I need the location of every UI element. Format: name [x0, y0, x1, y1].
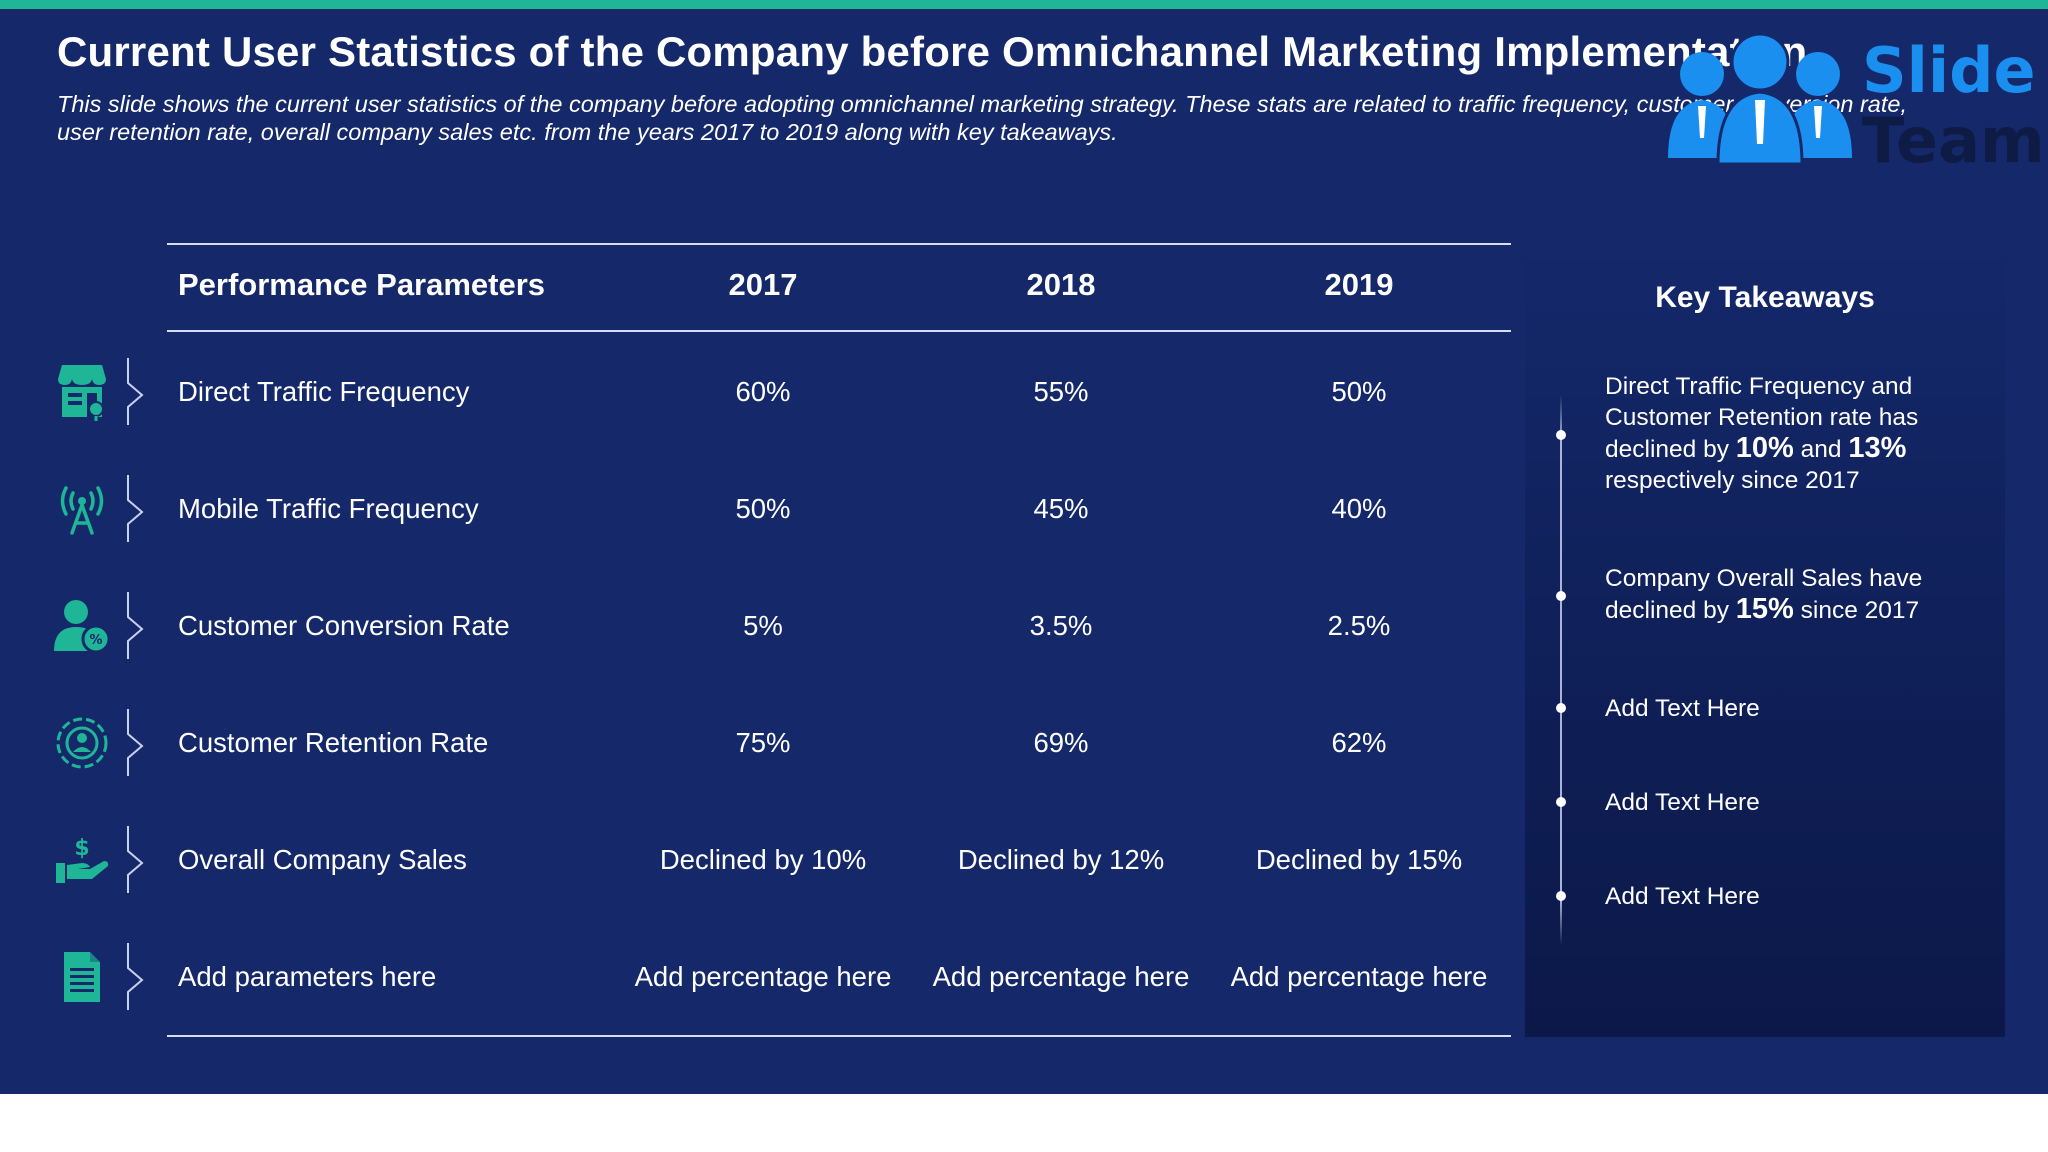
retention-cycle-icon — [52, 684, 112, 801]
timeline-dot — [1556, 703, 1566, 713]
chevron-right-icon — [127, 475, 144, 542]
takeaway-highlight: 10% — [1735, 432, 1794, 464]
logo-text-slide: Slide — [1862, 34, 2036, 107]
row-value-2017: Declined by 10% — [659, 843, 867, 875]
timeline-dot — [1556, 891, 1566, 901]
key-takeaways-title: Key Takeaways — [1655, 281, 1875, 314]
takeaway-text: and — [1793, 436, 1849, 463]
row-value-2017: 75% — [735, 726, 791, 758]
row-value-2018: 45% — [1033, 492, 1089, 524]
row-value-2017: Add percentage here — [634, 960, 892, 992]
antenna-signal-icon — [52, 450, 112, 567]
row-label: Customer Conversion Rate — [178, 609, 510, 641]
takeaway-item: Add Text Here — [1605, 883, 1760, 910]
table-row: Mobile Traffic Frequency 50% 45% 40% — [167, 450, 1511, 567]
takeaway-highlight: 15% — [1735, 593, 1794, 625]
row-value-2018: Add percentage here — [932, 960, 1190, 992]
chevron-right-icon — [127, 826, 144, 893]
slide: Current User Statistics of the Company b… — [0, 0, 2048, 1094]
row-label: Customer Retention Rate — [178, 726, 489, 758]
timeline-dot — [1556, 797, 1566, 807]
row-value-2019: Declined by 15% — [1255, 843, 1463, 875]
row-value-2019: 2.5% — [1327, 609, 1391, 641]
slide-title: Current User Statistics of the Company b… — [57, 28, 1808, 75]
team-people-icon — [1668, 32, 1852, 166]
user-percent-icon: % — [52, 567, 112, 684]
timeline-dot — [1556, 430, 1566, 440]
chevron-right-icon — [127, 943, 144, 1010]
table-row: Add parameters here Add percentage here … — [167, 918, 1511, 1035]
table-row: Customer Conversion Rate 5% 3.5% 2.5% — [167, 567, 1511, 684]
timeline-line — [1560, 395, 1562, 945]
row-value-2017: 5% — [743, 609, 783, 641]
svg-text:$: $ — [74, 836, 89, 861]
row-value-2019: 50% — [1331, 375, 1387, 407]
hand-dollar-icon: $ — [52, 801, 112, 918]
header-2019: 2019 — [1324, 267, 1394, 302]
chevron-right-icon — [127, 709, 144, 776]
takeaway-item: Direct Traffic Frequency and Customer Re… — [1605, 371, 1985, 496]
header-performance-parameters: Performance Parameters — [178, 267, 546, 302]
table-row: Customer Retention Rate 75% 69% 62% — [167, 684, 1511, 801]
table-row: Direct Traffic Frequency 60% 55% 50% — [167, 333, 1511, 450]
performance-table: Performance Parameters 2017 2018 2019 Di… — [167, 243, 1511, 1037]
takeaway-text: Direct Traffic Frequency and Customer Re… — [1605, 373, 1919, 463]
row-label: Mobile Traffic Frequency — [178, 492, 479, 524]
row-label: Direct Traffic Frequency — [178, 375, 470, 407]
takeaway-text: respectively since 2017 — [1605, 467, 1860, 494]
row-label: Add parameters here — [178, 960, 437, 992]
top-accent-bar — [0, 0, 2048, 9]
row-value-2018: 55% — [1033, 375, 1089, 407]
table-top-rule — [167, 243, 1511, 245]
takeaway-highlight: 13% — [1848, 432, 1907, 464]
svg-text:%: % — [89, 633, 102, 648]
takeaway-item: Add Text Here — [1605, 695, 1760, 722]
timeline-dot — [1556, 591, 1566, 601]
row-value-2017: 60% — [735, 375, 791, 407]
logo-text-team: Team — [1862, 104, 2045, 177]
takeaway-text: since 2017 — [1793, 597, 1920, 624]
slide-subtitle: This slide shows the current user statis… — [57, 91, 1907, 145]
row-value-2018: 3.5% — [1029, 609, 1093, 641]
row-value-2018: 69% — [1033, 726, 1089, 758]
slideteam-logo: Slide Team — [1660, 26, 2045, 177]
row-value-2017: 50% — [735, 492, 791, 524]
takeaway-item: Company Overall Sales have declined by 1… — [1605, 563, 1985, 626]
row-value-2019: 62% — [1331, 726, 1387, 758]
store-icon — [52, 333, 112, 450]
header-2017: 2017 — [728, 267, 798, 302]
takeaway-text: Company Overall Sales have declined by — [1605, 565, 1923, 624]
table-header-rule — [167, 330, 1511, 332]
row-value-2018: Declined by 12% — [957, 843, 1165, 875]
document-icon — [52, 918, 112, 1035]
row-value-2019: Add percentage here — [1230, 960, 1488, 992]
table-row: Overall Company Sales Declined by 10% De… — [167, 801, 1511, 918]
row-label: Overall Company Sales — [178, 843, 467, 875]
key-takeaways-panel: Key Takeaways Direct Traffic Frequency a… — [1525, 245, 2005, 1037]
takeaway-item: Add Text Here — [1605, 789, 1760, 816]
chevron-right-icon — [127, 592, 144, 659]
chevron-right-icon — [127, 358, 144, 425]
header-2018: 2018 — [1026, 267, 1096, 302]
table-bottom-rule — [167, 1035, 1511, 1037]
row-value-2019: 40% — [1331, 492, 1387, 524]
